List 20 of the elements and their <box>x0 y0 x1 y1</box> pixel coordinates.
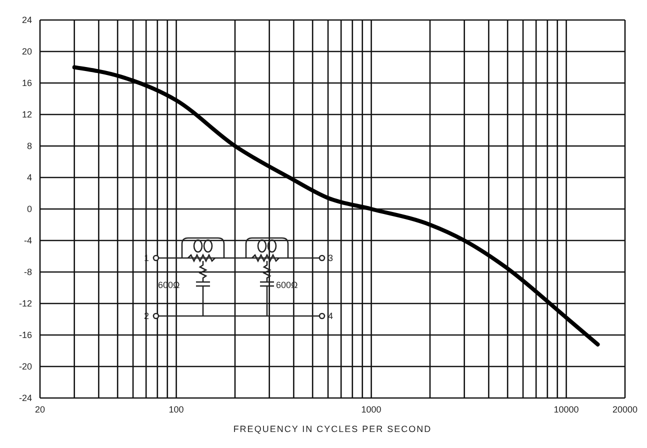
y-tick-label: 16 <box>22 78 32 88</box>
annotation: 3 <box>328 253 334 263</box>
y-tick-label: 0 <box>26 204 32 214</box>
y-tick-label: 20 <box>22 46 32 57</box>
y-tick-label: -20 <box>18 362 32 372</box>
x-axis-title: FREQUENCY IN CYCLES PER SECOND <box>233 424 432 434</box>
y-tick-label: -8 <box>24 267 32 278</box>
y-tick-label: 8 <box>26 141 32 152</box>
x-tick-label: 10000 <box>554 404 579 414</box>
x-tick-label: 20000 <box>612 404 638 414</box>
y-tick-label: -12 <box>18 298 32 309</box>
y-tick-label: 12 <box>22 110 32 120</box>
y-tick-label: 4 <box>26 172 32 183</box>
y-tick-label: -16 <box>18 330 32 340</box>
x-tick-label: 1000 <box>361 404 382 414</box>
y-tick-label: 24 <box>22 15 32 26</box>
x-tick-label: 100 <box>168 404 184 414</box>
x-tick-label: 20 <box>34 404 46 414</box>
y-tick-label: -24 <box>18 393 32 404</box>
y-tick-label: -4 <box>24 236 32 246</box>
